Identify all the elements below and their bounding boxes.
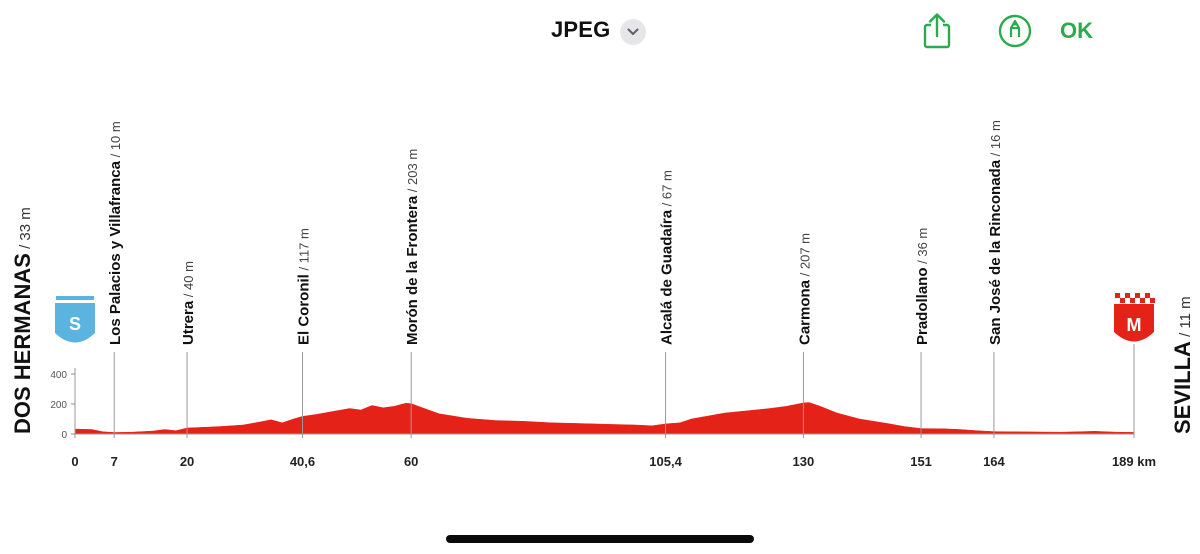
- waypoint-altitude: / 40 m: [181, 261, 196, 301]
- waypoint-altitude: / 10 m: [108, 121, 123, 161]
- ok-button[interactable]: OK: [1060, 18, 1093, 43]
- waypoint-label: El Coronil / 117 m: [295, 228, 312, 345]
- waypoint-label: San José de la Rinconada / 16 m: [987, 120, 1004, 345]
- waypoint-label: Pradollano / 36 m: [914, 228, 931, 345]
- x-tick-label: 60: [404, 454, 418, 469]
- x-tick-label: 151: [910, 454, 932, 469]
- markup-button[interactable]: [998, 14, 1032, 48]
- x-tick-label: 40,6: [290, 454, 315, 469]
- checker-cell: [1125, 293, 1130, 298]
- waypoint-altitude: / 36 m: [915, 228, 930, 268]
- checker-cell: [1135, 293, 1140, 298]
- format-menu-button[interactable]: [620, 19, 646, 45]
- start-town-altitude: / 33 m: [17, 207, 34, 253]
- waypoint-name: Carmona: [796, 279, 813, 345]
- waypoint-name: Alcalá de Guadaíra: [659, 209, 676, 345]
- waypoint-name: Morón de la Frontera: [404, 195, 421, 345]
- waypoint-name: Pradollano: [914, 267, 931, 345]
- start-badge: S: [55, 296, 95, 343]
- checker-cell: [1145, 293, 1150, 298]
- y-tick-label: 0: [61, 430, 67, 441]
- checker-cell: [1115, 293, 1120, 298]
- start-shield: [55, 303, 95, 343]
- x-tick-label-end: 189 km: [1112, 454, 1156, 469]
- stage-profile-chart: 400 200 0 0 189 km 7 Los Palacios y Villafranc…: [10, 120, 1195, 469]
- checker-cell: [1130, 298, 1135, 303]
- format-label[interactable]: JPEG: [551, 17, 611, 42]
- waypoint-name: Los Palacios y Villafranca: [107, 160, 124, 345]
- finish-town-name: SEVILLA: [1170, 341, 1195, 434]
- elevation-area: [74, 402, 1135, 435]
- waypoint-altitude: / 117 m: [296, 228, 311, 274]
- waypoint-label: Utrera / 40 m: [180, 261, 197, 345]
- x-tick-label: 7: [111, 454, 118, 469]
- x-tick-label: 164: [983, 454, 1005, 469]
- waypoint-label: Morón de la Frontera / 203 m: [404, 149, 421, 345]
- waypoint-label: Los Palacios y Villafranca / 10 m: [107, 121, 124, 345]
- start-flag-stripe: [56, 296, 94, 300]
- x-tick-label: 105,4: [649, 454, 682, 469]
- waypoint-label: Carmona / 207 m: [796, 233, 813, 345]
- checker-cell: [1120, 298, 1125, 303]
- waypoint-altitude: / 207 m: [797, 233, 812, 280]
- chevron-down-icon: [627, 28, 639, 35]
- waypoint-name: Utrera: [180, 300, 197, 345]
- start-badge-letter: S: [69, 314, 81, 334]
- share-icon: [923, 13, 951, 49]
- home-indicator[interactable]: [446, 535, 754, 543]
- waypoint-altitude: / 16 m: [988, 120, 1003, 160]
- finish-town-altitude: / 11 m: [1177, 296, 1194, 341]
- x-tick-label: 20: [180, 454, 194, 469]
- waypoint-label: Alcalá de Guadaíra / 67 m: [659, 170, 676, 345]
- markup-pen-icon: [998, 14, 1032, 48]
- finish-badge: M: [1114, 293, 1155, 342]
- finish-badge-letter: M: [1127, 315, 1142, 335]
- start-town-name: DOS HERMANAS: [10, 253, 35, 434]
- waypoint-altitude: / 203 m: [405, 149, 420, 196]
- checker-cell: [1140, 298, 1145, 303]
- y-tick-label: 200: [50, 400, 67, 411]
- waypoint-altitude: / 67 m: [660, 170, 675, 210]
- waypoint-name: San José de la Rinconada: [987, 159, 1004, 345]
- share-button[interactable]: [920, 12, 954, 50]
- checker-cell: [1150, 298, 1155, 303]
- toolbar: JPEG OK: [0, 0, 1200, 62]
- finish-town-label: SEVILLA / 11 m: [1170, 296, 1195, 434]
- y-tick-label: 400: [50, 370, 67, 381]
- waypoint-name: El Coronil: [295, 274, 312, 345]
- x-tick-label-start: 0: [71, 454, 78, 469]
- x-tick-label: 130: [793, 454, 815, 469]
- start-town-label: DOS HERMANAS / 33 m: [10, 207, 35, 434]
- finish-shield: [1114, 304, 1154, 342]
